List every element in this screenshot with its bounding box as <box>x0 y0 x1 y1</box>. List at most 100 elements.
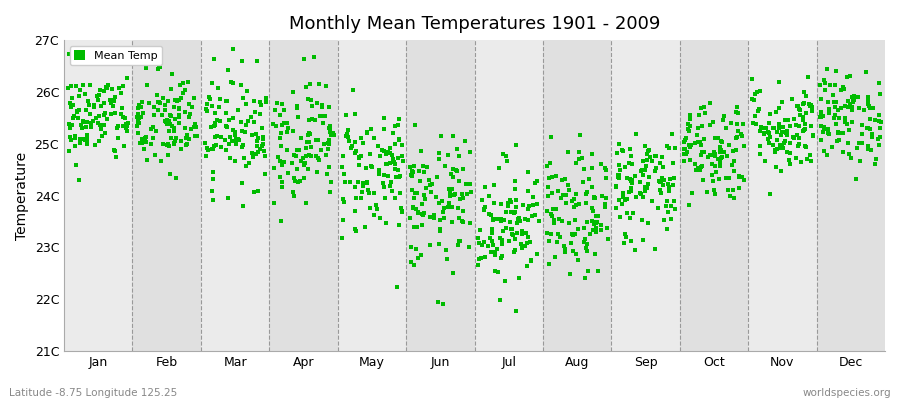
Point <box>640 157 654 163</box>
Point <box>865 134 879 140</box>
Point <box>668 206 682 212</box>
Point <box>142 99 157 106</box>
Point <box>504 199 518 205</box>
Bar <box>338 40 406 351</box>
Point <box>152 98 166 105</box>
Point <box>654 178 669 184</box>
Point <box>655 182 670 188</box>
Point <box>395 208 410 214</box>
Point <box>104 99 118 105</box>
Point <box>245 150 259 156</box>
Point <box>814 114 828 121</box>
Point <box>200 101 214 107</box>
Point <box>695 122 709 129</box>
Point <box>637 167 652 174</box>
Point <box>598 167 613 174</box>
Point <box>113 90 128 96</box>
Point <box>555 177 570 183</box>
Point <box>266 165 281 171</box>
Point <box>714 154 728 161</box>
Point <box>635 172 650 178</box>
Point <box>403 164 418 170</box>
Point <box>649 153 663 160</box>
Point <box>776 145 790 152</box>
Point <box>590 228 604 235</box>
Point <box>521 188 535 194</box>
Point <box>86 118 100 124</box>
Point <box>712 176 726 182</box>
Point <box>860 100 875 107</box>
Point <box>302 129 316 136</box>
Point <box>446 192 461 198</box>
Point <box>567 231 581 238</box>
Point <box>119 121 133 127</box>
Point <box>61 121 76 127</box>
Point <box>707 191 722 198</box>
Point <box>498 278 512 284</box>
Point <box>460 191 474 198</box>
Point <box>635 194 650 200</box>
Point <box>591 268 606 274</box>
Point <box>620 175 634 181</box>
Point <box>573 132 588 139</box>
Point <box>169 98 184 104</box>
Point <box>431 150 446 156</box>
Point <box>478 254 492 260</box>
Point <box>559 199 573 206</box>
Point <box>240 118 255 125</box>
Point <box>72 107 86 113</box>
Point <box>376 180 391 187</box>
Point <box>557 176 572 182</box>
Point <box>695 163 709 169</box>
Point <box>432 156 446 163</box>
Point <box>835 148 850 155</box>
Point <box>682 142 697 148</box>
Point <box>427 212 441 218</box>
Point <box>683 143 698 150</box>
Point <box>641 181 655 188</box>
Point <box>274 184 289 190</box>
Bar <box>611 40 680 351</box>
Point <box>83 82 97 88</box>
Point <box>369 202 383 209</box>
Point <box>612 174 626 181</box>
Point <box>349 195 364 202</box>
Point <box>156 95 170 101</box>
Point <box>804 123 818 130</box>
Point <box>652 179 667 185</box>
Point <box>130 114 145 120</box>
Point <box>613 167 627 173</box>
Point <box>322 123 337 129</box>
Point <box>301 138 315 145</box>
Point <box>501 238 516 244</box>
Point <box>305 116 320 123</box>
Point <box>113 110 128 117</box>
Point <box>587 219 601 226</box>
Point <box>463 181 477 188</box>
Point <box>693 142 707 148</box>
Point <box>791 122 806 129</box>
Point <box>118 114 132 121</box>
Point <box>373 153 387 160</box>
Point <box>745 120 760 127</box>
Point <box>515 228 529 234</box>
Point <box>376 148 391 154</box>
Point <box>372 166 386 173</box>
Point <box>384 188 399 194</box>
Point <box>239 101 254 107</box>
Point <box>657 176 671 183</box>
Point <box>779 128 794 134</box>
Point <box>372 170 386 177</box>
Point <box>598 204 613 210</box>
Legend: Mean Temp: Mean Temp <box>69 46 162 65</box>
Point <box>306 54 320 60</box>
Point <box>422 214 436 220</box>
Point <box>821 130 835 136</box>
Point <box>609 184 624 190</box>
Point <box>635 167 650 174</box>
Point <box>874 119 888 126</box>
Point <box>499 209 513 216</box>
Point <box>855 130 869 137</box>
Point <box>382 145 397 151</box>
Point <box>453 238 467 245</box>
